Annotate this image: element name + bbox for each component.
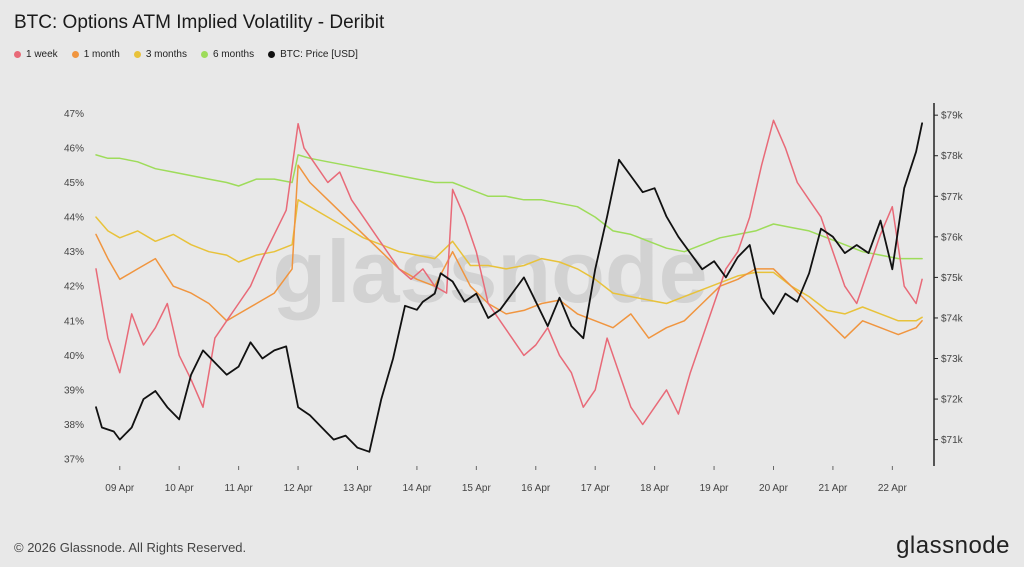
legend-item-1-month[interactable]: 1 month	[71, 49, 120, 60]
y-right-tick-label: $74k	[941, 313, 964, 324]
legend-item-3-months[interactable]: 3 months	[133, 49, 187, 60]
y-axis-left: 37% 38% 39% 40% 41% 42% 43% 44% 45% 46% 47%	[64, 109, 84, 466]
legend-dot-icon	[133, 51, 141, 58]
y-left-tick-label: 41%	[64, 316, 84, 327]
y-right-tick-label: $79k	[941, 111, 964, 122]
series-line-btc-price-usd[interactable]	[95, 122, 923, 453]
legend-item-1-week[interactable]: 1 week	[14, 49, 58, 60]
y-right-tick-label: $75k	[941, 273, 964, 284]
legend-label: 6 months	[212, 49, 255, 60]
x-tick-label: 11 Apr	[225, 483, 254, 494]
x-tick-label: 20 Apr	[759, 483, 789, 494]
series-line-6-months[interactable]	[95, 154, 923, 260]
x-tick-label: 10 Apr	[165, 483, 195, 494]
y-left-tick-label: 38%	[64, 420, 84, 431]
legend-item-6-months[interactable]: 6 months	[200, 49, 255, 60]
x-tick-label: 15 Apr	[462, 483, 492, 494]
legend-item-btc-price[interactable]: BTC: Price [USD]	[268, 49, 358, 60]
y-right-tick-label: $71k	[941, 435, 964, 446]
copyright-text: © 2026 Glassnode. All Rights Reserved.	[14, 540, 247, 555]
y-left-tick-label: 44%	[64, 213, 84, 224]
x-tick-label: 12 Apr	[284, 483, 314, 494]
y-left-tick-label: 37%	[64, 455, 84, 466]
y-right-tick-label: $78k	[941, 151, 964, 162]
x-tick-label: 09 Apr	[105, 483, 135, 494]
page-title: BTC: Options ATM Implied Volatility - De…	[14, 12, 385, 33]
x-tick-label: 22 Apr	[878, 483, 908, 494]
y-right-tick-label: $72k	[941, 395, 964, 406]
legend-dot-icon	[71, 51, 79, 58]
legend-dot-icon	[14, 51, 21, 58]
x-tick-label: 18 Apr	[640, 483, 670, 494]
legend-label: BTC: Price [USD]	[280, 49, 358, 60]
series-layer	[95, 119, 923, 453]
x-tick-label: 19 Apr	[700, 483, 730, 494]
y-left-tick-label: 45%	[64, 178, 84, 189]
y-axis-right: $71k $72k $73k $74k $75k $76k $77k $78k $79k	[934, 111, 964, 446]
legend-label: 3 months	[145, 49, 187, 60]
series-line-1-month[interactable]	[95, 164, 923, 339]
y-left-tick-label: 43%	[64, 247, 84, 258]
y-left-tick-label: 46%	[64, 143, 84, 154]
legend-dot-icon	[268, 51, 276, 58]
y-right-tick-label: $76k	[941, 232, 964, 243]
x-axis: 09 Apr 10 Apr 11 Apr 12 Apr 13 Apr 14 Apr 15 A…	[105, 466, 907, 494]
chart-legend: 1 week 1 month 3 months 6 months BTC: Pr…	[14, 49, 358, 60]
y-right-tick-label: $73k	[941, 354, 964, 365]
x-tick-label: 16 Apr	[521, 483, 551, 494]
x-tick-label: 14 Apr	[402, 483, 432, 494]
brand-logo: glassnode	[896, 532, 1010, 559]
legend-label: 1 month	[83, 49, 120, 60]
y-right-tick-label: $77k	[941, 192, 964, 203]
y-left-tick-label: 39%	[64, 385, 84, 396]
legend-label: 1 week	[26, 49, 58, 60]
y-left-tick-label: 47%	[64, 109, 84, 120]
series-line-1-week[interactable]	[95, 119, 923, 426]
legend-dot-icon	[200, 51, 208, 58]
y-left-tick-label: 40%	[64, 351, 84, 362]
y-left-tick-label: 42%	[64, 282, 84, 293]
x-tick-label: 17 Apr	[581, 483, 611, 494]
x-tick-label: 13 Apr	[343, 483, 373, 494]
x-tick-label: 21 Apr	[818, 483, 848, 494]
